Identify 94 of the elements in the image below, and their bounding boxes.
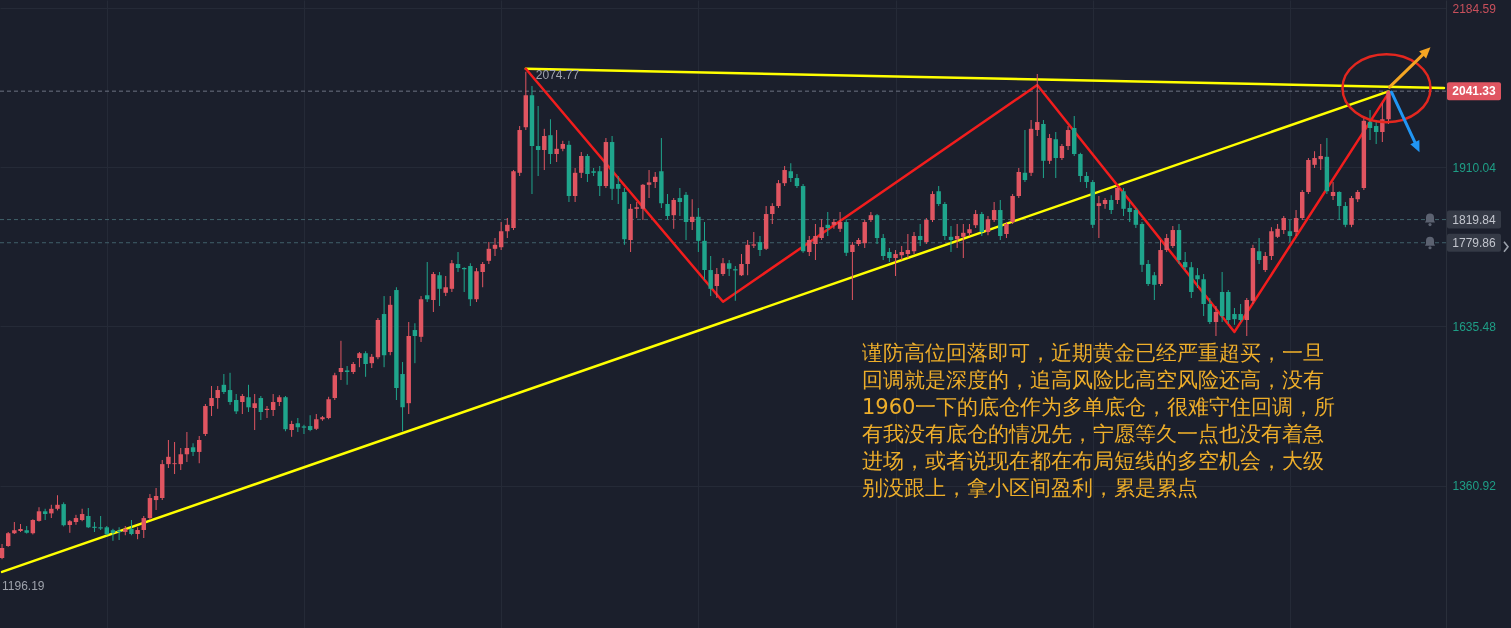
candlestick [770, 202, 775, 225]
candlestick [1170, 225, 1176, 249]
candlestick [1256, 237, 1262, 265]
candlestick [1065, 125, 1071, 151]
candlestick [579, 151, 584, 179]
candlestick [991, 201, 997, 223]
candlestick [696, 207, 701, 253]
candlestick [745, 239, 750, 276]
annotation: 谨防高位回落即可，近期黄金已经严重超买，一旦回调就是深度的，追高风险比高空风险还高，没有1960一下的底仓作为多单底仓，很难守住回调，所有我没有底仓的情况先，宁愿等久一点也没有着急进场，或者说现在都在布局短线的多空机会，大级别没跟上，拿小区间盈利，累是累点 [862, 341, 1336, 500]
candlestick [246, 384, 251, 413]
candlestick [437, 271, 442, 307]
candlestick [807, 235, 812, 257]
candlestick [240, 393, 245, 415]
candlestick [1287, 219, 1293, 243]
candlestick [215, 385, 220, 410]
candlestick [936, 185, 941, 207]
ref-line-label: 1779.86 [1452, 235, 1497, 250]
candlestick [498, 221, 504, 251]
candlestick [979, 211, 985, 237]
candlestick [197, 435, 202, 464]
y-tick-label: 2184.59 [1452, 1, 1497, 16]
candlestick [1293, 209, 1299, 237]
candlestick [837, 211, 843, 233]
candlestick [640, 183, 646, 221]
candlestick [110, 528, 116, 542]
candlestick [486, 241, 492, 265]
candlestick [985, 215, 991, 236]
candlestick [788, 162, 793, 183]
ref-line-label: 1819.84 [1452, 212, 1497, 227]
candlestick [147, 493, 153, 521]
candlestick [1244, 297, 1249, 337]
annotation: 2074.77 [535, 67, 580, 82]
candlestick [665, 193, 670, 220]
candlestick [757, 235, 763, 257]
candlestick [344, 365, 350, 386]
candlestick [714, 267, 720, 299]
y-tick-label: 1360.92 [1452, 479, 1497, 494]
candlestick [178, 447, 183, 471]
candlestick [542, 128, 547, 171]
candlestick [190, 442, 196, 457]
candlestick [850, 241, 855, 301]
candlestick [1219, 271, 1225, 323]
candlestick [61, 501, 66, 527]
candlestick [270, 393, 276, 417]
candlestick [301, 424, 307, 435]
candlestick [258, 395, 264, 421]
candlestick [881, 233, 886, 261]
candlestick [227, 372, 233, 406]
candlestick [1096, 195, 1102, 239]
candlestick [1343, 201, 1348, 228]
candlestick [868, 211, 874, 223]
candlestick [646, 169, 652, 199]
y-tick-label: 1910.04 [1452, 160, 1497, 175]
candlestick [924, 217, 929, 245]
candlestick [1213, 305, 1219, 337]
candlestick [733, 265, 738, 302]
candlestick [554, 129, 559, 163]
candlestick [1053, 131, 1058, 179]
y-tick-label: 1635.48 [1452, 319, 1497, 334]
candlestick [776, 179, 781, 209]
candlestick [831, 218, 837, 230]
candlestick [1035, 73, 1040, 137]
candlestick [708, 255, 713, 297]
candlestick [1281, 215, 1286, 235]
candlestick [671, 197, 676, 230]
candlestick [1152, 271, 1157, 301]
candlestick [548, 118, 553, 165]
ref-line-label: 2041.33 [1452, 84, 1497, 99]
candlestick [209, 385, 214, 417]
candlestick [961, 223, 966, 259]
candlestick [1108, 194, 1114, 215]
candlestick [616, 175, 621, 205]
candlestick [1016, 167, 1021, 199]
candlestick [1145, 259, 1151, 287]
candlestick [86, 507, 91, 529]
candlestick [141, 515, 146, 539]
candlestick [252, 393, 257, 431]
candlestick [1336, 190, 1342, 221]
candlestick [443, 275, 448, 297]
candlestick [739, 253, 744, 277]
annotation: 1196.19 [2, 579, 45, 593]
candlestick [1078, 152, 1083, 183]
candlestick [1133, 207, 1139, 229]
candlestick [1207, 297, 1213, 325]
candlestick [363, 350, 368, 378]
candlestick [874, 213, 880, 245]
candlestick [1263, 251, 1268, 273]
candlestick [79, 508, 85, 522]
candlestick [597, 165, 602, 197]
candlestick [412, 322, 418, 364]
candlestick [1367, 109, 1373, 141]
candlestick [782, 165, 787, 187]
candlestick [1047, 133, 1052, 165]
candlestick [332, 372, 338, 401]
